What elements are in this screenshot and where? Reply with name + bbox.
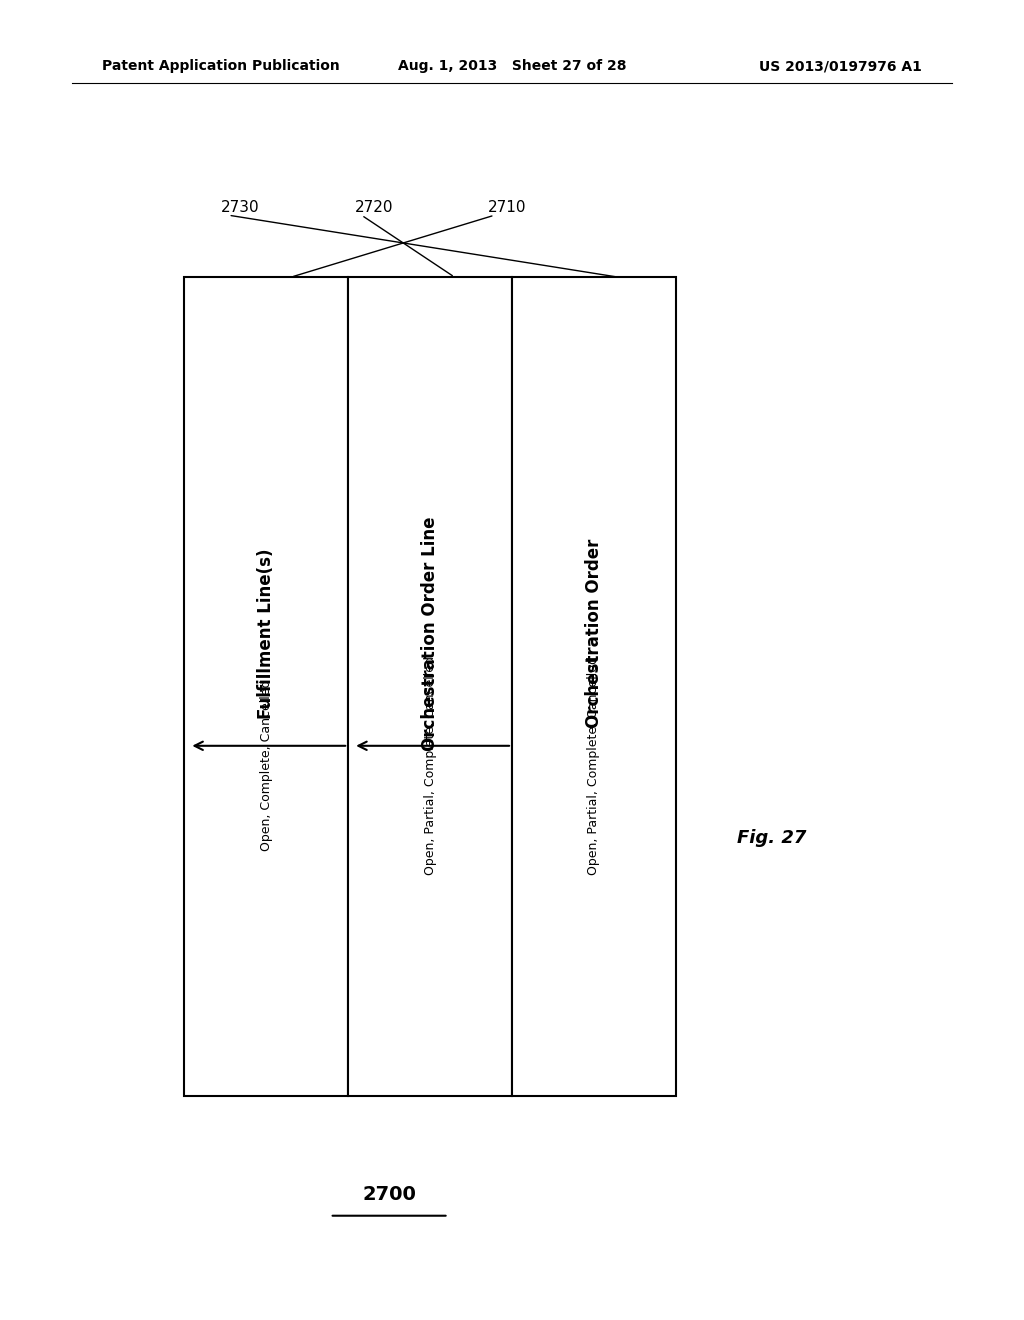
Text: Fig. 27: Fig. 27	[737, 829, 807, 847]
FancyBboxPatch shape	[348, 277, 512, 1096]
Text: Orchestration Order: Orchestration Order	[585, 539, 603, 729]
Text: 2700: 2700	[362, 1185, 416, 1204]
Text: Open, Partial, Complete, Cancelled: Open, Partial, Complete, Cancelled	[588, 656, 600, 875]
FancyBboxPatch shape	[184, 277, 348, 1096]
Text: Orchestration Order Line: Orchestration Order Line	[421, 516, 439, 751]
Text: Open, Partial, Complete, Cancelled: Open, Partial, Complete, Cancelled	[424, 656, 436, 875]
Text: Fulfillment Line(s): Fulfillment Line(s)	[257, 548, 275, 719]
Text: 2720: 2720	[354, 201, 393, 215]
Text: 2710: 2710	[487, 201, 526, 215]
Text: 2730: 2730	[221, 201, 260, 215]
Text: Aug. 1, 2013   Sheet 27 of 28: Aug. 1, 2013 Sheet 27 of 28	[397, 59, 627, 74]
Text: Patent Application Publication: Patent Application Publication	[102, 59, 340, 74]
FancyBboxPatch shape	[512, 277, 676, 1096]
Text: Open, Complete, Cancelled: Open, Complete, Cancelled	[260, 680, 272, 851]
Text: US 2013/0197976 A1: US 2013/0197976 A1	[759, 59, 922, 74]
